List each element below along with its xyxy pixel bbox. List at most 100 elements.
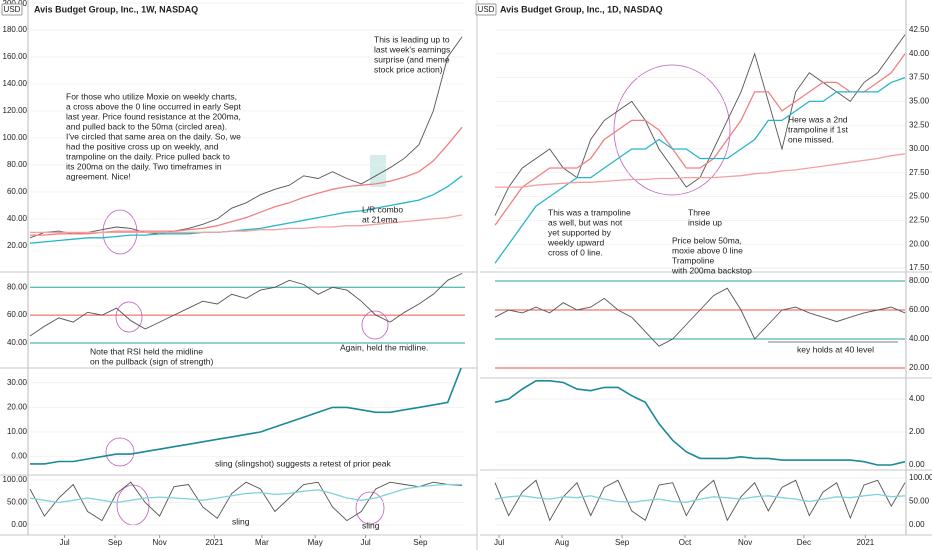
y-tick-label: 20.00: [7, 402, 28, 411]
annotation: a cross above the 0 line occurred in ear…: [66, 101, 241, 111]
pane-rsi: [29, 272, 465, 344]
annotation: as well, but was not: [548, 217, 623, 227]
annotation: This was a trampoline: [548, 207, 631, 217]
y-tick-label: 40.00: [7, 214, 28, 223]
y-tick-label: 42.50: [909, 25, 930, 34]
series-line: [29, 36, 463, 239]
y-tick-label: 0.00: [11, 520, 27, 529]
y-tick-label: 2.00: [909, 427, 925, 436]
annotation: Trampoline: [672, 255, 714, 265]
pane-stoch: [29, 479, 465, 526]
annotation: cross of 0 line.: [548, 247, 603, 257]
series-line: [494, 380, 906, 466]
y-tick-label: 25.00: [909, 192, 930, 201]
annotation: moxie above 0 line: [672, 245, 743, 255]
y-tick-label: 60.00: [7, 310, 28, 319]
annotation: one missed.: [788, 134, 834, 144]
series-line: [30, 368, 462, 465]
y-tick-label: 32.50: [909, 120, 930, 129]
y-tick-label: 40.00: [909, 334, 930, 343]
x-tick-label: Mar: [255, 538, 269, 547]
y-tick-label: 30.00: [909, 144, 930, 153]
y-tick-label: 80.00: [909, 276, 930, 285]
series-line: [494, 53, 906, 226]
y-tick-label: 40.00: [909, 49, 930, 58]
pane-price: [494, 29, 906, 269]
x-tick-label: Jul: [360, 538, 370, 547]
y-tick-label: 60.00: [7, 187, 28, 196]
pane-stoch: [494, 477, 906, 526]
annotation: on the pullback (sign of strength): [90, 356, 213, 366]
annotation: surprise (and meme: [374, 54, 450, 64]
circle: [115, 301, 143, 333]
x-tick-label: Oct: [679, 538, 692, 547]
circle: [613, 64, 731, 196]
x-tick-label: Nov: [153, 538, 167, 547]
series-line: [29, 483, 463, 504]
x-tick-label: Sep: [615, 538, 630, 547]
series-line: [29, 481, 463, 522]
series-line: [29, 175, 463, 244]
y-tick-label: 27.50: [909, 168, 930, 177]
series-line: [29, 272, 463, 337]
currency: USD: [478, 5, 495, 14]
series-line: [494, 493, 906, 504]
annotation: Price below 50ma,: [672, 235, 742, 245]
y-tick-label: 160.00: [3, 52, 28, 61]
box: [370, 155, 386, 187]
annotation: inside up: [688, 217, 722, 227]
currency-box: [475, 3, 497, 16]
annotation: trampoline if 1st: [788, 124, 849, 134]
y-tick-label: 100.00: [3, 133, 28, 142]
series-line: [30, 214, 463, 234]
annotation: had the positive cross up on weekly, and: [66, 141, 219, 151]
annotation: stock price action): [374, 64, 443, 74]
y-tick-label: 4.00: [909, 394, 925, 403]
y-tick-label: 100.00: [3, 475, 28, 484]
annotation: L/R combo: [362, 204, 403, 214]
y-tick-label: 80.00: [7, 282, 28, 291]
annotation: key holds at 40 level: [797, 344, 874, 354]
x-tick-label: Jul: [494, 538, 504, 547]
chart-title: Avis Budget Group, Inc., 1W, NASDAQ: [34, 4, 198, 14]
annotation: I've circled that same area on the daily…: [66, 131, 241, 141]
annotation: and pulled back to the 50ma (circled are…: [66, 121, 227, 131]
pane-rsi: [494, 280, 906, 369]
x-tick-label: Jul: [59, 538, 69, 547]
x-tick-label: Dec: [797, 538, 811, 547]
y-tick-label: 60.00: [909, 305, 930, 314]
currency: USD: [4, 5, 21, 14]
y-tick-label: 180.00: [3, 25, 28, 34]
y-tick-label: 22.50: [909, 216, 930, 225]
y-tick-label: 37.50: [909, 73, 930, 82]
y-tick-label: 0.00: [11, 452, 27, 461]
y-tick-label: 20.00: [7, 241, 28, 250]
pane-moxie: [30, 368, 465, 465]
y-tick-label: 140.00: [3, 79, 28, 88]
series-line: [494, 76, 906, 264]
annotation: Three: [688, 207, 710, 217]
x-tick-label: May: [308, 538, 323, 547]
y-tick-label: 80.00: [7, 160, 28, 169]
annotation: Note that RSI held the midline: [90, 346, 203, 356]
chart-title: Avis Budget Group, Inc., 1D, NASDAQ: [500, 4, 663, 14]
y-tick-label: 120.00: [3, 106, 28, 115]
series-line: [494, 287, 906, 347]
annotation: yet supported by: [548, 227, 612, 237]
currency-box: [1, 3, 23, 16]
x-tick-label: 2021: [205, 538, 223, 547]
y-tick-label: 0.00: [909, 520, 925, 529]
circle: [361, 310, 389, 340]
y-tick-label: 50.00: [7, 498, 28, 507]
y-tick-label: 30.00: [7, 378, 28, 387]
annotation: agreement. Nice!: [66, 171, 131, 181]
annotation: Here was a 2nd: [788, 114, 848, 124]
annotation: Again, held the midline.: [340, 342, 428, 352]
annotation: weekly upward: [547, 237, 604, 247]
annotation: with 200ma backstop: [671, 265, 752, 275]
circle: [105, 437, 135, 467]
annotation: its 200ma on the daily. Two timeframes i…: [66, 161, 222, 171]
y-tick-label: 40.00: [7, 338, 28, 347]
annotation: trampoline on the daily. Price pulled ba…: [66, 151, 230, 161]
